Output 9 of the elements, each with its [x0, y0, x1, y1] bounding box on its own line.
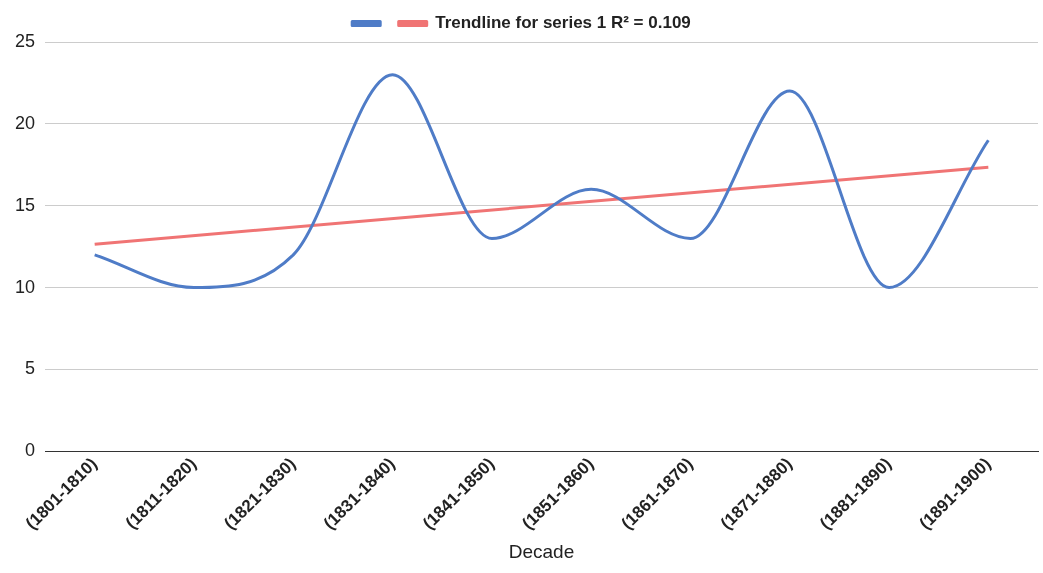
- legend-label: Trendline for series 1 R² = 0.109: [435, 13, 691, 33]
- y-tick-label: 5: [25, 358, 36, 379]
- y-tick-label: 25: [14, 30, 36, 51]
- x-axis-title: Decade: [508, 540, 575, 562]
- y-tick-label: 10: [14, 276, 36, 297]
- y-tick-label: 15: [14, 194, 36, 215]
- y-tick-label: 20: [14, 112, 36, 133]
- y-tick-label: 0: [25, 440, 36, 461]
- line-series: [93, 73, 990, 290]
